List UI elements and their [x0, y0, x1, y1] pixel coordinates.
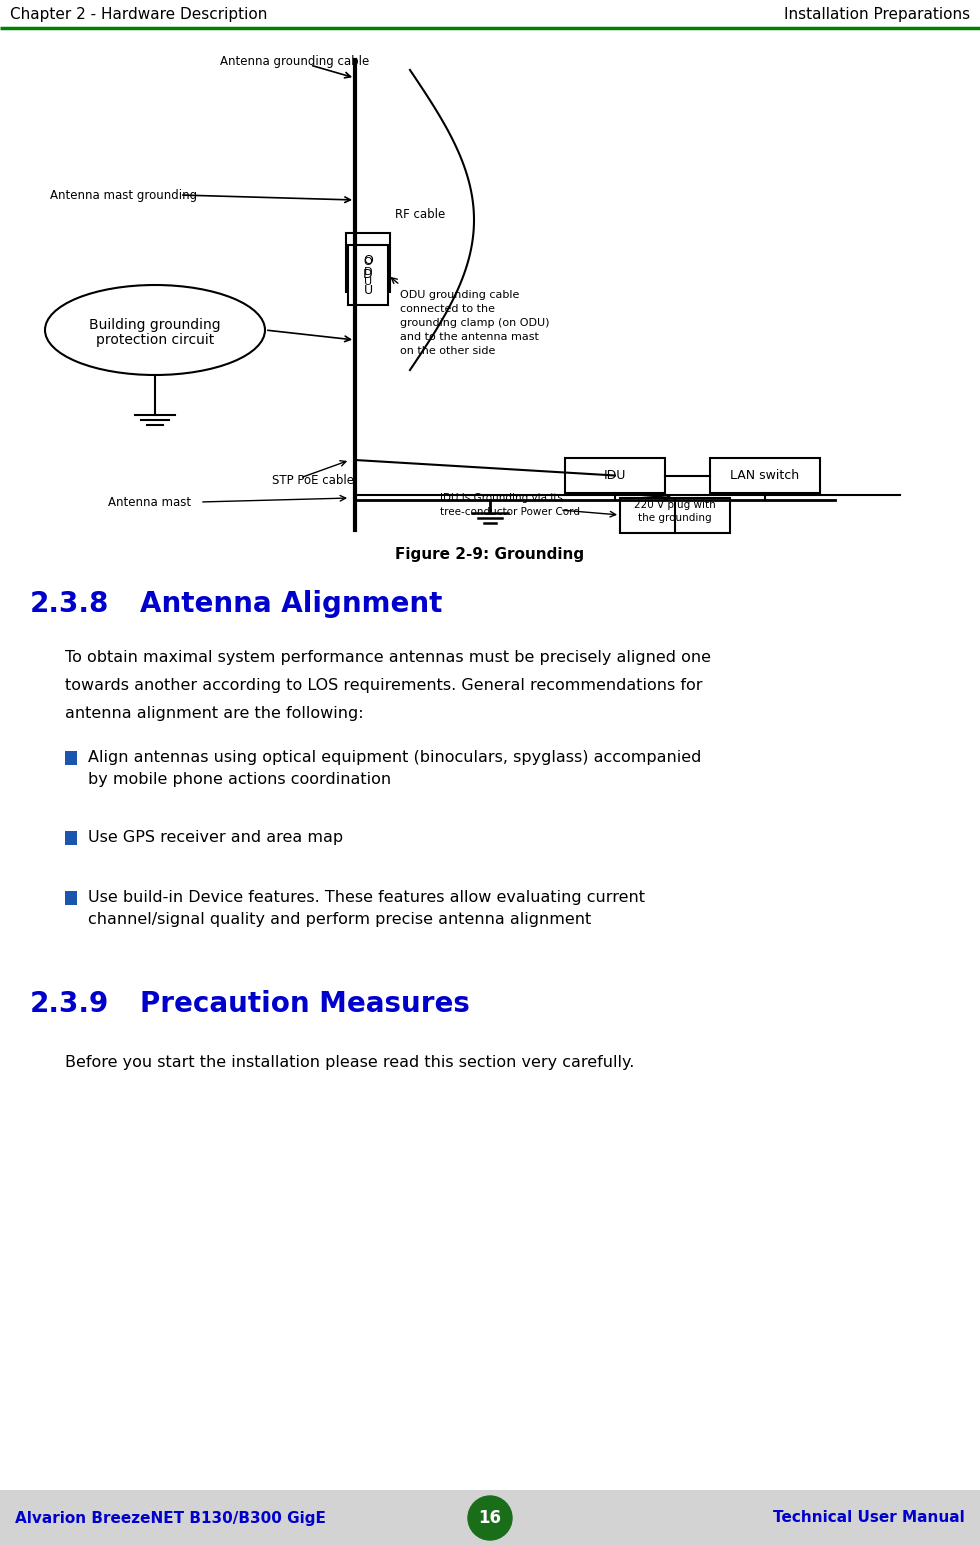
Text: STP PoE cable: STP PoE cable: [272, 473, 354, 487]
Bar: [0, 1489, 980, 1545]
Text: U: U: [364, 283, 372, 297]
Text: RF cable: RF cable: [395, 209, 445, 221]
Text: IDU: IDU: [604, 470, 626, 482]
Text: 2.3.8: 2.3.8: [30, 590, 110, 618]
Text: Antenna grounding cable: Antenna grounding cable: [220, 56, 369, 68]
Text: ODU grounding cable
connected to the
grounding clamp (on ODU)
and to the antenna: ODU grounding cable connected to the gro…: [400, 290, 550, 355]
Text: Alvarion BreezeNET B130/B300 GigE: Alvarion BreezeNET B130/B300 GigE: [15, 1511, 326, 1525]
Bar: [348, 246, 388, 304]
Text: towards another according to LOS requirements. General recommendations for: towards another according to LOS require…: [65, 678, 703, 694]
Text: Before you start the installation please read this section very carefully.: Before you start the installation please…: [65, 1055, 634, 1071]
Text: Technical User Manual: Technical User Manual: [773, 1511, 965, 1525]
Text: 2.3.9: 2.3.9: [30, 990, 109, 1018]
Text: Precaution Measures: Precaution Measures: [140, 990, 469, 1018]
Text: antenna alignment are the following:: antenna alignment are the following:: [65, 706, 364, 722]
Bar: [65, 831, 77, 845]
Text: Building grounding: Building grounding: [89, 318, 220, 332]
Text: O: O: [363, 253, 373, 266]
FancyBboxPatch shape: [346, 233, 390, 292]
Text: Use build-in Device features. These features allow evaluating current: Use build-in Device features. These feat…: [88, 890, 645, 905]
Text: D: D: [364, 269, 372, 281]
Text: O: O: [364, 256, 372, 267]
Text: To obtain maximal system performance antennas must be precisely aligned one: To obtain maximal system performance ant…: [65, 650, 711, 664]
Bar: [710, 457, 820, 493]
Text: 220 V plug with
the grounding: 220 V plug with the grounding: [634, 501, 715, 524]
Ellipse shape: [45, 284, 265, 375]
Text: Use GPS receiver and area map: Use GPS receiver and area map: [88, 830, 343, 845]
Text: Antenna mast: Antenna mast: [108, 496, 191, 508]
Circle shape: [468, 1496, 512, 1540]
Text: LAN switch: LAN switch: [730, 470, 800, 482]
Text: Chapter 2 - Hardware Description: Chapter 2 - Hardware Description: [10, 6, 268, 22]
Text: D: D: [364, 267, 372, 277]
Bar: [65, 891, 77, 905]
Text: protection circuit: protection circuit: [96, 334, 214, 348]
Text: Antenna Alignment: Antenna Alignment: [140, 590, 442, 618]
Text: by mobile phone actions coordination: by mobile phone actions coordination: [88, 772, 391, 786]
Bar: [565, 457, 665, 493]
Text: channel/signal quality and perform precise antenna alignment: channel/signal quality and perform preci…: [88, 912, 591, 927]
Text: 16: 16: [478, 1509, 502, 1526]
Bar: [620, 497, 730, 533]
Text: Antenna mast grounding: Antenna mast grounding: [50, 188, 197, 201]
Bar: [65, 751, 77, 765]
Text: U: U: [364, 277, 372, 287]
Text: Installation Preparations: Installation Preparations: [784, 6, 970, 22]
Text: Figure 2-9: Grounding: Figure 2-9: Grounding: [396, 547, 584, 562]
Text: Align antennas using optical equipment (binoculars, spyglass) accompanied: Align antennas using optical equipment (…: [88, 749, 702, 765]
Text: IDU Is Grounding via its
tree-conductor Power Cord: IDU Is Grounding via its tree-conductor …: [440, 493, 580, 516]
